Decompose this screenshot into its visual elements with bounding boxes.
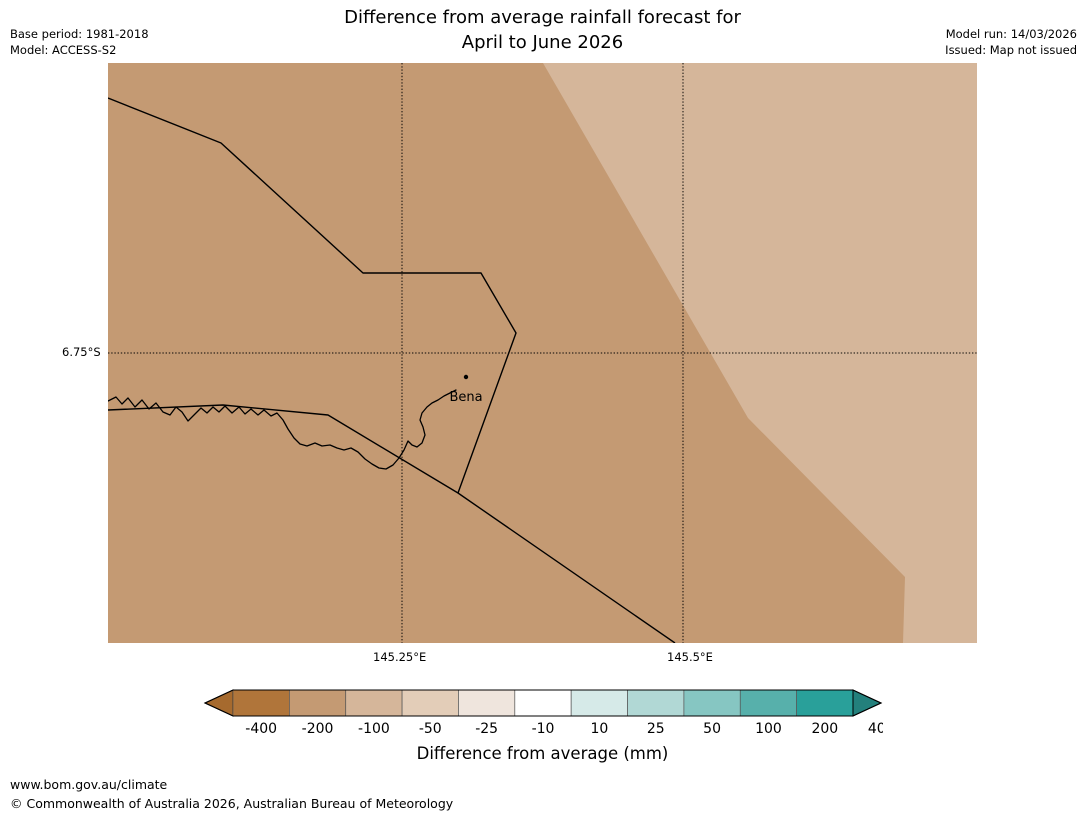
colorbar-tick-label: 400 (867, 721, 882, 737)
base-period-text: Base period: 1981-2018 (10, 27, 149, 41)
colorbar-band (795, 689, 853, 717)
colorbar-tick-labels: -400 -200 -100 -50 -25 -10 10 25 50 100 200 400 (245, 721, 883, 737)
footer-website: www.bom.gov.au/climate (10, 777, 168, 792)
colorbar-tick-label: 50 (703, 721, 721, 737)
colorbar-band (739, 689, 797, 717)
colorbar-tick-label: -10 (531, 721, 554, 737)
colorbar-tick-label: 200 (811, 721, 838, 737)
colorbar-extend-high (852, 689, 882, 717)
axis-tick-lat-6-75: 6.75°S (62, 345, 101, 359)
page-title: Difference from average rainfall forecas… (0, 5, 1085, 55)
model-text: Model: ACCESS-S2 (10, 43, 117, 57)
town-marker-bena[interactable] (463, 374, 469, 380)
forecast-map[interactable]: Bena (108, 63, 977, 643)
issued-text: Issued: Map not issued (945, 43, 1077, 57)
colorbar-bands (203, 689, 882, 717)
axis-tick-lon-145-5: 145.5°E (667, 650, 713, 664)
colorbar-band (401, 689, 459, 717)
colorbar-tick-label: -400 (245, 721, 277, 737)
colorbar-band (626, 689, 684, 717)
colorbar-extend-low (203, 689, 233, 717)
colorbar-tick-label: -100 (358, 721, 390, 737)
colorbar-band (344, 689, 402, 717)
colorbar-band (683, 689, 741, 717)
model-run-text: Model run: 14/03/2026 (945, 27, 1077, 41)
header-meta-left: Base period: 1981-2018 Model: ACCESS-S2 (10, 26, 149, 58)
colorbar-band (570, 689, 628, 717)
map-canvas[interactable]: Bena (108, 63, 977, 643)
footer-copyright: © Commonwealth of Australia 2026, Austra… (10, 796, 454, 811)
region-minus50-minus25 (543, 63, 977, 643)
footer: www.bom.gov.au/climate © Commonwealth of… (10, 775, 453, 813)
colorbar-band (513, 689, 572, 717)
colorbar-title: Difference from average (mm) (416, 744, 669, 763)
admin-boundary-southeast (108, 404, 676, 643)
river-boundary (108, 389, 457, 470)
colorbar-band (232, 689, 290, 717)
axis-tick-lon-145-25: 145.25°E (373, 650, 427, 664)
header-meta-right: Model run: 14/03/2026 Issued: Map not is… (945, 26, 1077, 58)
colorbar-tick-label: -25 (475, 721, 498, 737)
town-label-bena: Bena (449, 390, 482, 405)
colorbar[interactable]: -400 -200 -100 -50 -25 -10 10 25 50 100 200 400 (0, 688, 1085, 778)
colorbar-band (457, 689, 515, 717)
admin-boundary-north (108, 97, 517, 494)
page-title-line1: Difference from average rainfall forecas… (344, 7, 741, 28)
colorbar-tick-label: 10 (590, 721, 608, 737)
colorbar-canvas[interactable]: -400 -200 -100 -50 -25 -10 10 25 50 100 200 400 (203, 688, 883, 740)
colorbar-outline (203, 689, 882, 717)
colorbar-tick-label: -50 (418, 721, 441, 737)
page-title-line2: April to June 2026 (461, 32, 624, 53)
colorbar-band (288, 689, 346, 717)
colorbar-tick-label: -200 (301, 721, 333, 737)
colorbar-tick-label: 25 (646, 721, 664, 737)
colorbar-tick-label: 100 (755, 721, 782, 737)
